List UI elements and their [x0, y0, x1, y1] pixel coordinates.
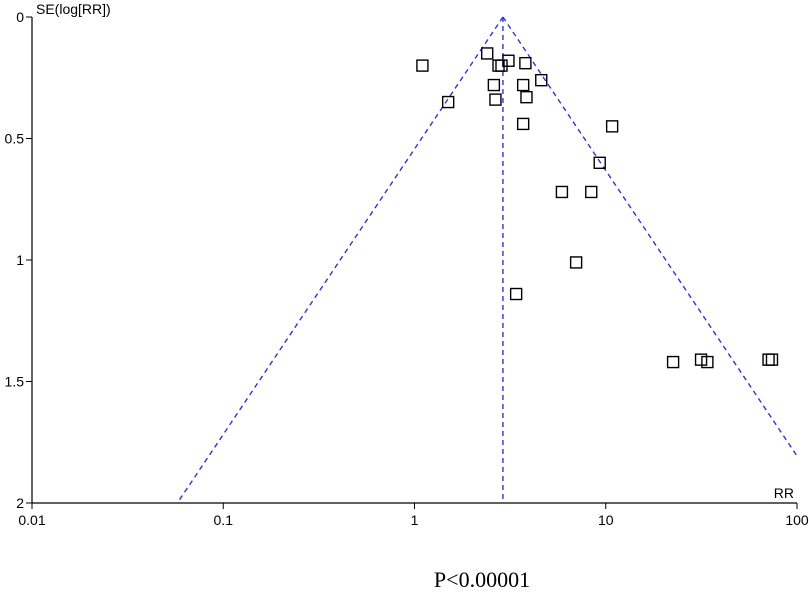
- study-point: [605, 120, 619, 133]
- study-point: [666, 355, 680, 369]
- axes: [31, 17, 797, 504]
- study-point: [694, 353, 708, 366]
- study-point: [489, 93, 502, 106]
- x-tick-label: 10: [598, 512, 614, 528]
- study-point: [585, 185, 598, 199]
- study-point: [519, 56, 532, 70]
- study-point: [593, 156, 606, 170]
- study-point: [762, 353, 775, 366]
- funnel-right-limit: [502, 16, 798, 457]
- study-point: [555, 185, 569, 199]
- axis-ticks: 0.01 0.1 1 10 100 0 0.5 1 1.5 2: [5, 9, 809, 528]
- study-point: [481, 47, 494, 60]
- x-tick-label: 0.1: [214, 512, 234, 528]
- study-point: [416, 59, 429, 72]
- study-point: [569, 256, 583, 269]
- study-point: [701, 355, 714, 369]
- study-point: [502, 54, 515, 67]
- funnel-lines: [176, 16, 798, 504]
- y-tick-label: 1.5: [5, 374, 25, 390]
- x-tick-label: 1: [411, 512, 419, 528]
- y-tick-label: 0.5: [5, 131, 25, 147]
- x-axis-title: RR: [774, 485, 794, 501]
- study-point: [509, 287, 523, 301]
- study-point: [487, 78, 501, 92]
- study-point: [765, 353, 779, 366]
- y-tick-label: 2: [16, 495, 24, 511]
- study-point: [516, 117, 530, 131]
- y-tick-label: 0: [16, 9, 24, 25]
- study-point: [535, 73, 548, 87]
- x-tick-label: 100: [785, 512, 809, 528]
- x-tick-label: 0.01: [18, 512, 45, 528]
- y-axis-title: SE(log[RR]): [36, 1, 111, 17]
- data-points: [416, 47, 779, 369]
- p-value-caption: P<0.00001: [433, 567, 531, 592]
- study-point: [520, 90, 533, 104]
- study-point: [441, 95, 455, 109]
- y-tick-label: 1: [16, 252, 24, 268]
- funnel-left-limit: [176, 16, 504, 504]
- study-point: [516, 78, 530, 92]
